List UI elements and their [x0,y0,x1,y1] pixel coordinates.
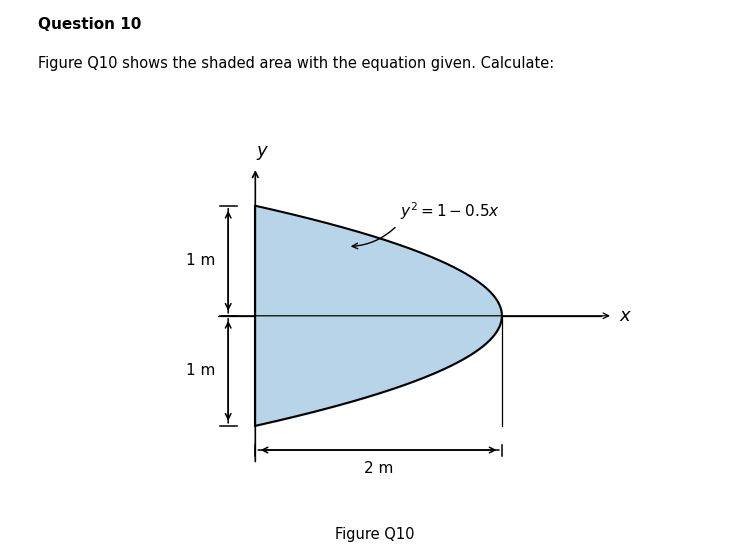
Text: y: y [256,141,267,159]
Text: Figure Q10 shows the shaded area with the equation given. Calculate:: Figure Q10 shows the shaded area with th… [38,56,554,71]
Text: 2 m: 2 m [364,461,393,476]
Text: $y^2 = 1 - 0.5x$: $y^2 = 1 - 0.5x$ [400,201,500,222]
Text: x: x [619,307,630,325]
Text: 1 m: 1 m [187,363,216,378]
Text: Figure Q10: Figure Q10 [335,527,415,542]
Text: Question 10: Question 10 [38,17,141,32]
Text: 1 m: 1 m [187,253,216,268]
